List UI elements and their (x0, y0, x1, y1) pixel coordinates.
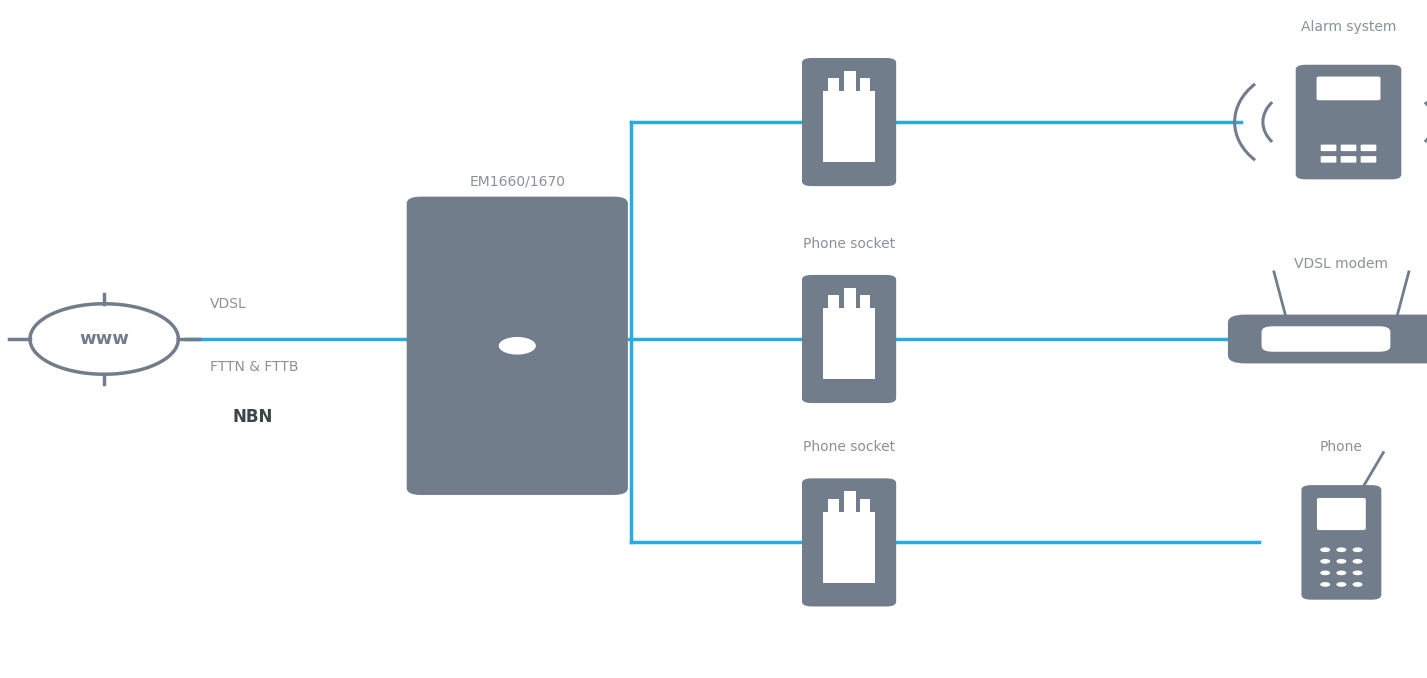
Circle shape (1353, 547, 1363, 552)
FancyBboxPatch shape (1261, 326, 1390, 352)
Text: NBN: NBN (233, 408, 273, 426)
FancyBboxPatch shape (823, 308, 875, 380)
Circle shape (1353, 570, 1363, 575)
Circle shape (1320, 547, 1330, 552)
FancyBboxPatch shape (1301, 485, 1381, 600)
Text: Phone socket: Phone socket (803, 440, 895, 454)
Text: Phone: Phone (1320, 440, 1363, 454)
FancyBboxPatch shape (1341, 144, 1356, 151)
FancyBboxPatch shape (1320, 144, 1336, 151)
FancyBboxPatch shape (1361, 144, 1376, 151)
Circle shape (1336, 570, 1346, 575)
Text: EM1660/1670: EM1660/1670 (469, 174, 565, 188)
FancyBboxPatch shape (802, 479, 896, 606)
Text: Alarm system: Alarm system (1301, 20, 1396, 34)
Circle shape (1336, 547, 1346, 552)
Text: VDSL: VDSL (210, 297, 247, 311)
Circle shape (1353, 559, 1363, 563)
Polygon shape (843, 71, 856, 92)
FancyBboxPatch shape (1317, 498, 1366, 530)
FancyBboxPatch shape (823, 512, 875, 582)
FancyBboxPatch shape (1296, 65, 1401, 180)
FancyBboxPatch shape (1341, 156, 1356, 163)
Polygon shape (843, 287, 856, 308)
FancyBboxPatch shape (407, 197, 628, 495)
Text: VDSL modem: VDSL modem (1294, 257, 1388, 271)
Circle shape (1320, 582, 1330, 586)
Text: www: www (80, 330, 128, 348)
Text: Phone socket: Phone socket (803, 237, 895, 251)
Polygon shape (860, 499, 870, 512)
FancyBboxPatch shape (1227, 315, 1427, 363)
Circle shape (1320, 559, 1330, 563)
Polygon shape (860, 296, 870, 308)
Circle shape (499, 337, 537, 355)
Text: FTTN & FTTB: FTTN & FTTB (210, 361, 298, 374)
FancyBboxPatch shape (1361, 156, 1376, 163)
Circle shape (1320, 570, 1330, 575)
Polygon shape (860, 79, 870, 92)
FancyBboxPatch shape (802, 275, 896, 403)
Circle shape (1353, 582, 1363, 586)
Polygon shape (828, 79, 839, 92)
Circle shape (1336, 559, 1346, 563)
Polygon shape (828, 296, 839, 308)
FancyBboxPatch shape (823, 92, 875, 163)
FancyBboxPatch shape (1320, 156, 1336, 163)
FancyBboxPatch shape (802, 58, 896, 186)
FancyBboxPatch shape (1317, 77, 1380, 100)
Polygon shape (843, 491, 856, 512)
Polygon shape (828, 499, 839, 512)
Circle shape (1336, 582, 1346, 586)
